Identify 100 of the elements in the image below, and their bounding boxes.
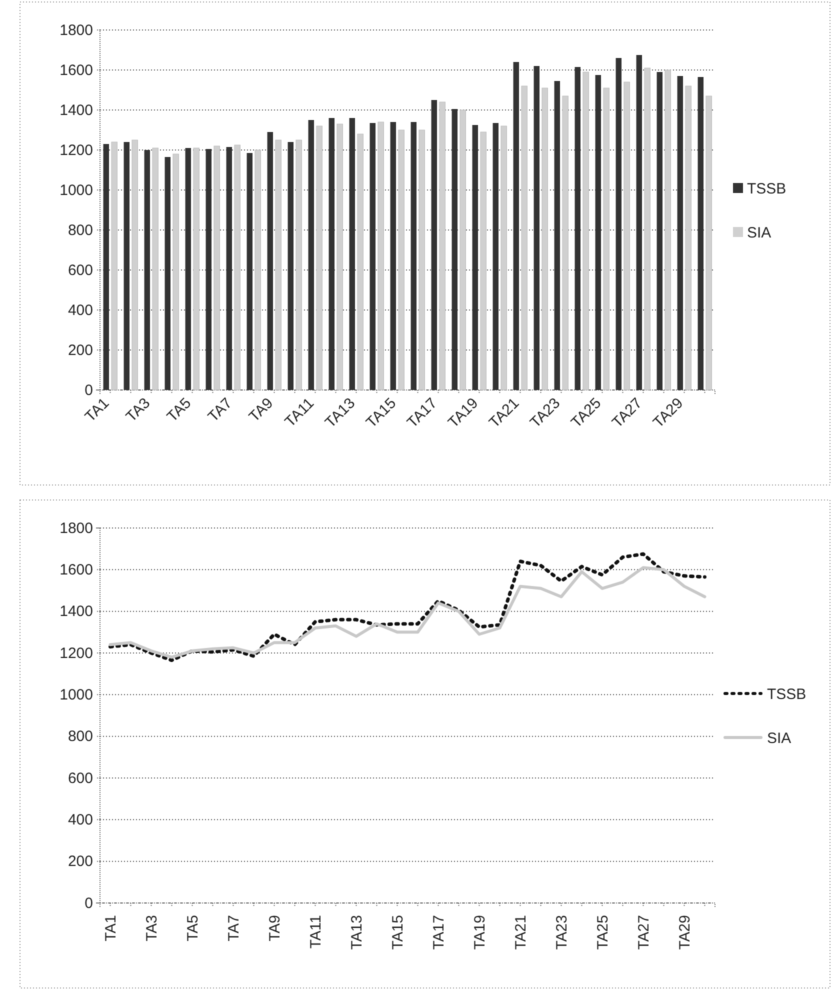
y-tick-label: 200 [68,342,93,359]
bar [288,142,294,390]
bar [328,118,335,390]
bar [616,58,622,390]
bar [254,150,261,390]
bar [595,75,602,390]
bar [706,96,712,390]
line-series [108,566,706,659]
y-tick-label: 1000 [60,182,93,199]
bar [226,147,232,390]
y-tick-label: 1600 [60,62,93,79]
bar [144,150,150,390]
y-tick-label: 1200 [60,644,93,662]
bar [296,140,302,390]
x-tick-label: TA15 [390,915,406,950]
bar [542,88,548,390]
x-tick-label: TA7 [226,915,242,942]
bar [644,68,650,390]
bar [357,134,364,390]
y-tick-label: 200 [68,853,93,870]
bar [185,148,192,390]
x-tick-label: TA17 [430,915,448,950]
bar [582,72,589,390]
y-tick-label: 600 [68,262,93,279]
bar [534,66,540,390]
bar [472,125,478,390]
bar [308,120,314,390]
y-tick-label: 800 [68,222,93,239]
bar [349,118,356,390]
bar [234,144,240,390]
y-tick-label: 1800 [60,520,93,537]
bar [336,124,343,390]
bar [214,146,220,390]
bar [554,81,560,390]
line-series [108,552,706,662]
x-tick-label: TA25 [594,915,612,950]
bar [370,123,376,390]
legend-label: SIA [747,224,772,242]
legend-label: TSSB [767,686,806,703]
bar [664,70,671,390]
x-tick-label: TA3 [144,915,160,942]
y-tick-label: 1400 [60,102,93,119]
bar [172,154,179,390]
bar [316,126,322,390]
bar [124,142,130,390]
bar [452,109,458,390]
bar [624,82,630,390]
bar [246,153,253,390]
bar [431,100,438,390]
bar [164,157,171,390]
bar [410,122,417,390]
x-tick-label: TA9 [266,915,284,942]
x-tick-label: TA27 [636,915,652,950]
x-tick-label: TA13 [348,915,366,950]
bar [439,102,446,390]
y-tick-label: 800 [68,728,93,746]
bar [206,149,212,390]
legend-label: TSSB [747,180,786,198]
bar [480,132,486,390]
y-tick-label: 1200 [60,142,93,159]
bar [132,140,138,390]
bar [562,96,568,390]
x-tick-label: TA3 [122,394,154,426]
bar [492,123,499,390]
bar [267,132,274,390]
bar [390,122,396,390]
x-tick-label: TA9 [246,394,277,426]
x-tick-label: TA19 [472,915,488,950]
bar [636,55,642,390]
bar [152,148,158,390]
y-tick-label: 1400 [60,603,93,620]
bar [521,86,528,390]
bar [603,88,610,390]
y-tick-label: 1000 [60,686,93,704]
bar [398,130,404,390]
bar [513,62,520,390]
x-tick-label: TA29 [676,915,694,950]
bar [685,86,692,390]
y-tick-label: 0 [84,894,93,912]
legend-label: SIA [767,730,792,747]
x-tick-label: TA21 [512,915,530,950]
bar [460,110,466,390]
bar [111,142,118,390]
y-tick-label: 600 [68,770,93,787]
y-tick-label: 400 [68,811,93,828]
bar [418,130,425,390]
bar [698,77,704,390]
x-tick-label: TA1 [102,915,120,942]
y-tick-label: 400 [68,302,93,319]
x-tick-label: TA23 [554,915,570,950]
x-tick-label: TA5 [164,394,195,426]
bar [193,148,200,390]
x-tick-label: TA7 [204,394,236,426]
x-tick-label: TA11 [308,915,324,949]
bar [378,122,384,390]
bar [656,72,663,390]
bar [500,126,507,390]
y-tick-label: 1800 [60,22,93,39]
y-tick-label: 1600 [60,561,93,578]
x-tick-label: TA5 [184,915,202,942]
